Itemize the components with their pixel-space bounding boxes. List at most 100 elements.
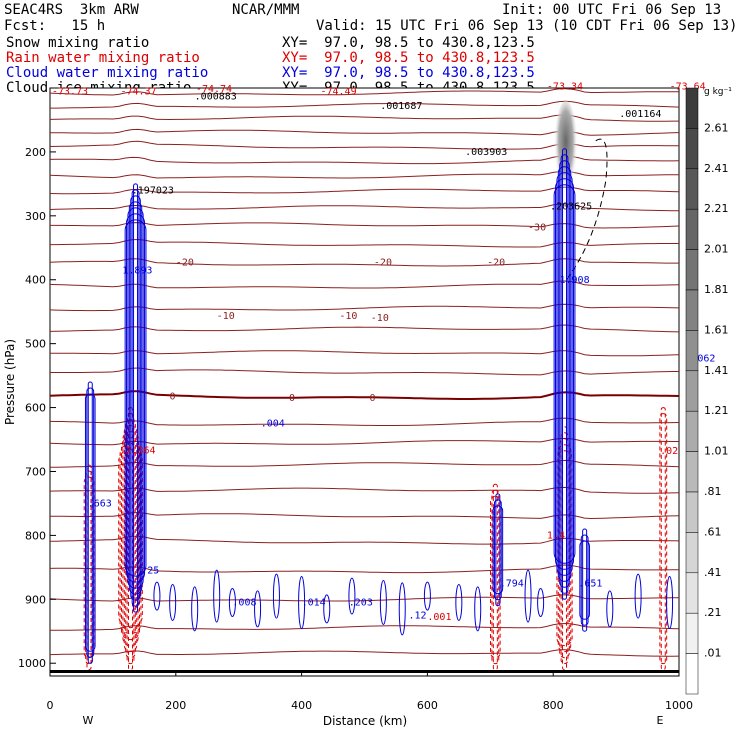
colorbar-swatch	[685, 653, 699, 695]
theta-line	[49, 258, 679, 267]
colorbar-label: .41	[704, 566, 722, 579]
colorbar-label: .21	[704, 606, 722, 619]
colorbar-label: 1.41	[704, 364, 729, 377]
shallow-cloud-contour	[379, 580, 387, 625]
theta-line	[49, 459, 680, 468]
isotherm-label: -30	[528, 222, 546, 233]
x-tick-label: 800	[543, 699, 564, 712]
theta-line	[49, 88, 679, 96]
theta-line	[49, 437, 679, 446]
maximum-label: .203625	[550, 201, 592, 212]
cloud-contour	[127, 207, 144, 589]
x-tick-label: 600	[417, 699, 438, 712]
cloud-contour	[131, 189, 140, 607]
maximum-label: .000883	[195, 92, 237, 103]
isotherm-label: 0	[170, 392, 176, 403]
valid-time: Valid: 15 UTC Fri 06 Sep 13 (10 CDT Fri …	[316, 18, 738, 34]
theta-line	[49, 594, 679, 602]
shallow-cloud-contour	[228, 588, 236, 617]
org-label: NCAR/MMM	[232, 2, 300, 18]
x-tick-label: 200	[165, 699, 186, 712]
theta-line	[49, 511, 680, 520]
theta-line	[50, 350, 680, 357]
maximum-label: .004	[261, 419, 285, 430]
theta-line	[49, 535, 680, 545]
rain-contour	[659, 413, 668, 665]
cloud-contour	[493, 499, 502, 601]
cloud-contour	[562, 148, 568, 600]
colorbar-swatch	[685, 451, 699, 493]
colorbar-unit: g kg⁻¹	[704, 87, 732, 97]
cloud-contour	[556, 172, 573, 576]
colorbar-label: 1.81	[704, 283, 729, 296]
colorbar-swatch	[685, 128, 699, 170]
axes: 0 200 400 600 800 1000 200 300 400 500 600 700 800 90…	[18, 146, 693, 712]
maximum-label: .25	[141, 566, 159, 577]
shallow-cloud-contour	[191, 586, 199, 632]
colorbar-swatch	[685, 87, 699, 129]
colorbar-label: 2.01	[704, 243, 729, 256]
x-tick-label: 1000	[665, 699, 693, 712]
cloud-contour	[84, 393, 96, 652]
shallow-cloud-contour	[272, 573, 280, 619]
cloud-contour	[582, 528, 588, 632]
y-tick-label: 200	[25, 146, 46, 159]
shallow-cloud-contour	[298, 576, 306, 629]
cloud-contour	[133, 183, 139, 613]
rain-contour	[559, 438, 570, 659]
colorbar-swatch	[685, 572, 699, 614]
cloud-contour	[130, 195, 141, 601]
y-tick-label: 1000	[18, 657, 46, 670]
top-value-label: -73.34	[547, 81, 583, 92]
rain-contour	[490, 495, 501, 659]
maximum-label: .014	[302, 598, 326, 609]
theta-line	[49, 280, 680, 289]
cloud-contour	[126, 213, 146, 583]
theta-line	[49, 303, 680, 312]
shallow-cloud-contour	[537, 588, 545, 617]
maximum-label: 1.893	[122, 265, 152, 276]
colorbar-label: 1.21	[704, 404, 729, 417]
colorbar-swatch	[685, 289, 699, 331]
cloud-contours	[84, 148, 674, 664]
isotherm-label: -20	[374, 257, 392, 268]
maximum-label: .001	[427, 612, 451, 623]
shallow-cloud-contour	[169, 584, 177, 621]
theta-line	[49, 390, 680, 400]
colorbar-swatch	[685, 330, 699, 372]
theta-line	[50, 222, 680, 229]
colorbar-swatch	[685, 168, 699, 210]
theta-line	[49, 324, 680, 333]
theta-line	[49, 486, 680, 494]
shallow-cloud-contour	[213, 569, 221, 623]
isotherm-label: -10	[371, 313, 389, 324]
model-title: SEAC4RS 3km ARW	[4, 2, 139, 18]
shallow-cloud-contour	[323, 594, 331, 624]
cloud-contour	[560, 154, 569, 594]
cloud-contour	[557, 166, 572, 582]
theta-lines	[49, 88, 680, 657]
maximum-label: .003903	[465, 147, 507, 158]
cloud-contour	[580, 534, 589, 626]
colorbar-swatch	[685, 532, 699, 574]
y-tick-label: 600	[25, 402, 46, 415]
maximum-label: .001164	[619, 109, 661, 120]
maximum-label: 2.364	[125, 446, 155, 457]
cloud-contour	[553, 184, 576, 564]
colorbar-swatch	[685, 208, 699, 250]
theta-line	[49, 203, 679, 212]
shallow-cloud-contour	[398, 582, 406, 636]
legend-snow: Snow mixing ratio	[6, 35, 150, 51]
top-value-label: -74.74	[196, 84, 232, 95]
maximum-label: 1.4	[547, 531, 565, 542]
forecast-hour: Fcst: 15 h	[4, 18, 106, 34]
theta-line	[49, 564, 679, 574]
x-tick-label: 0	[47, 699, 54, 712]
cloud-contour	[87, 381, 93, 664]
top-value-label: -73.73	[52, 86, 88, 97]
legend-rain-xy: XY= 97.0, 98.5 to 430.8,123.5	[282, 50, 535, 66]
cloud-contour	[555, 178, 575, 570]
rain-contour	[491, 489, 500, 665]
maximum-label: .663	[88, 499, 112, 510]
